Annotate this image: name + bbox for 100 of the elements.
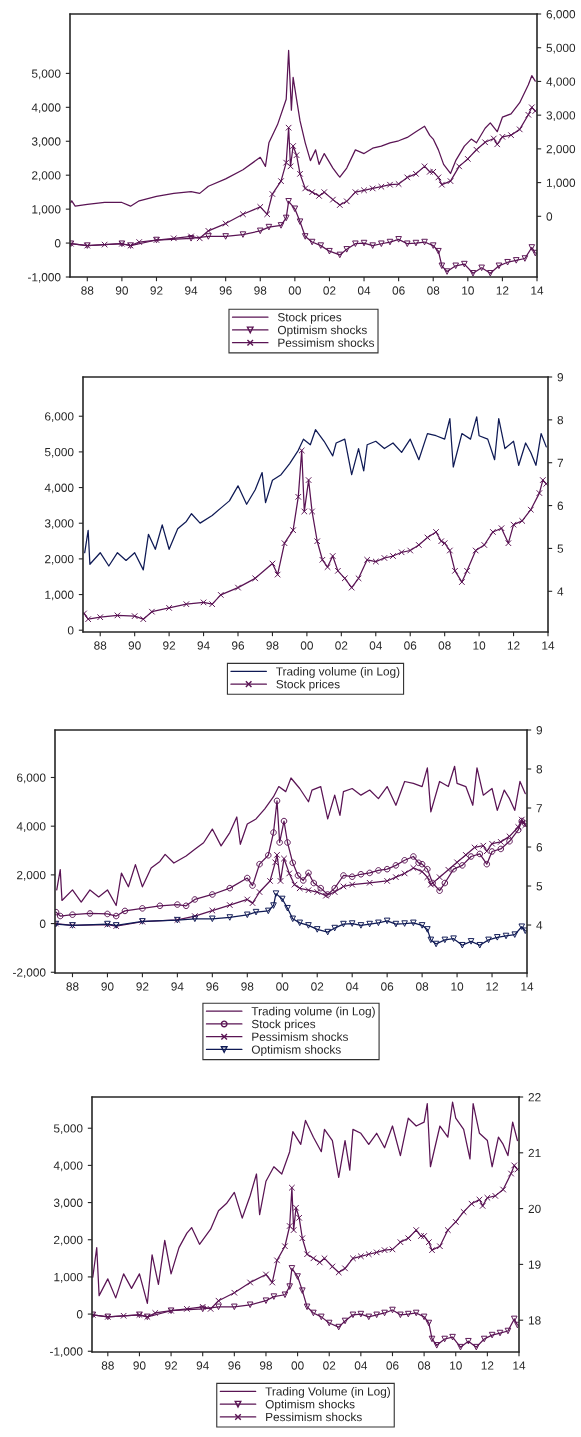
y-tick-label: 4,000	[44, 483, 74, 494]
x-tick-label: 92	[150, 286, 163, 295]
x-tick-label: 04	[346, 982, 359, 991]
x-tick-label: 08	[416, 982, 429, 991]
y-tick-label: 0	[54, 239, 61, 248]
x-tick-label: 02	[323, 1361, 336, 1370]
y2-tick-label: 22	[528, 1093, 541, 1102]
y-tick-label: 0	[39, 919, 46, 928]
y2-tick-label: 1,000	[546, 178, 576, 189]
y-tick-label: 6,000	[17, 773, 46, 784]
y-tick-label: 3,000	[44, 519, 74, 530]
x-tick-label: 92	[163, 641, 176, 650]
x-tick-label: 88	[81, 286, 94, 295]
x-tick-label: 94	[196, 1361, 209, 1370]
legend-label: Trading volume (in Log)	[251, 1006, 375, 1018]
x-tick-label: 00	[300, 641, 313, 650]
y-tick-label: 5,000	[31, 69, 61, 80]
y2-tick-label: 3,000	[546, 111, 576, 121]
x-tick-label: 00	[291, 1361, 304, 1370]
x-tick-label: 94	[197, 641, 210, 650]
legend-label: Trading volume (in Log)	[276, 666, 400, 678]
legend-label: Optimism shocks	[277, 325, 367, 337]
x-tick-label: 12	[486, 982, 499, 991]
x-tick-label: 88	[66, 982, 79, 991]
legend-label: Pessimism shocks	[278, 338, 375, 347]
y2-tick-label: 19	[528, 1260, 541, 1269]
x-tick-label: 98	[241, 982, 254, 991]
y2-tick-label: 6	[536, 843, 543, 852]
x-tick-label: 14	[531, 286, 544, 295]
y-tick-label: 1,000	[45, 590, 74, 601]
x-tick-label: 14	[542, 641, 555, 650]
x-tick-label: 12	[481, 1361, 494, 1370]
y-tick-label: -1,000	[28, 273, 61, 283]
x-tick-label: 96	[231, 641, 245, 650]
x-tick-label: 98	[266, 641, 279, 650]
x-tick-label: 90	[133, 1361, 146, 1370]
legend-label: Stock prices	[277, 312, 342, 324]
x-tick-label: 00	[288, 286, 301, 295]
y-tick-label: 2,000	[17, 870, 46, 881]
y-tick-label: 2,000	[32, 171, 61, 181]
y2-tick-label: 7	[536, 804, 542, 813]
y-tick-label: 2,000	[54, 1235, 83, 1246]
x-tick-label: 06	[386, 1361, 399, 1370]
y-tick-label: 1,000	[32, 205, 61, 215]
x-tick-label: 90	[101, 982, 114, 991]
legend-label: Stock prices	[251, 1019, 316, 1031]
legend-label: Trading Volume (in Log)	[265, 1386, 390, 1398]
x-tick-label: 08	[418, 1361, 431, 1370]
x-tick-label: 10	[451, 982, 464, 991]
x-tick-label: 94	[185, 286, 198, 295]
x-tick-label: 04	[357, 286, 371, 295]
x-tick-label: 10	[450, 1361, 462, 1370]
x-tick-label: 06	[381, 982, 394, 991]
x-tick-label: 88	[94, 641, 107, 650]
y2-tick-label: 2,000	[546, 144, 576, 155]
y2-tick-label: 7	[557, 458, 563, 467]
x-tick-label: 88	[101, 1361, 114, 1370]
y2-tick-label: 5	[557, 544, 564, 553]
y2-tick-label: 21	[528, 1148, 541, 1158]
x-tick-label: 00	[276, 982, 289, 991]
x-tick-label: 08	[438, 641, 451, 650]
y-tick-label: 1,000	[54, 1272, 83, 1283]
y-tick-label: 5,000	[53, 1124, 83, 1135]
x-tick-label: 06	[404, 641, 417, 650]
legend-label: Pessimism shocks	[266, 1412, 362, 1422]
x-tick-label: 96	[206, 982, 219, 991]
x-tick-label: 04	[354, 1361, 368, 1370]
y2-tick-label: 4,000	[546, 77, 576, 88]
x-tick-label: 14	[521, 982, 534, 991]
x-tick-label: 12	[507, 641, 520, 650]
y-tick-label: 5,000	[44, 447, 74, 458]
x-tick-label: 02	[323, 286, 336, 295]
y2-tick-label: 0	[546, 212, 553, 221]
y-tick-label: -2,000	[13, 968, 46, 979]
y2-tick-label: 9	[557, 373, 564, 382]
y-tick-label: -1,000	[50, 1347, 83, 1358]
y2-tick-label: 8	[557, 415, 564, 425]
x-tick-label: 98	[254, 286, 267, 295]
legend-label: Optimism shocks	[251, 1045, 341, 1057]
y2-tick-label: 4	[557, 587, 564, 596]
y-tick-label: 0	[76, 1310, 83, 1319]
y2-tick-label: 6,000	[546, 10, 576, 20]
y2-tick-label: 18	[528, 1316, 541, 1325]
y2-tick-label: 9	[536, 726, 543, 735]
x-tick-label: 02	[311, 982, 324, 991]
x-tick-label: 10	[462, 286, 474, 295]
y2-tick-label: 4	[536, 921, 543, 930]
y-tick-label: 2,000	[45, 554, 74, 565]
x-tick-label: 08	[427, 286, 440, 295]
y2-tick-label: 8	[536, 765, 543, 774]
y2-tick-label: 20	[528, 1204, 541, 1213]
x-tick-label: 96	[219, 286, 232, 295]
x-tick-label: 92	[136, 982, 149, 991]
x-tick-label: 06	[392, 286, 405, 295]
y-tick-label: 0	[67, 626, 74, 635]
legend-label: Pessimism shocks	[252, 1032, 348, 1041]
y-tick-label: 4,000	[16, 822, 46, 832]
x-tick-label: 14	[513, 1361, 526, 1370]
x-tick-label: 12	[496, 286, 509, 295]
y-tick-label: 3,000	[53, 1198, 83, 1209]
